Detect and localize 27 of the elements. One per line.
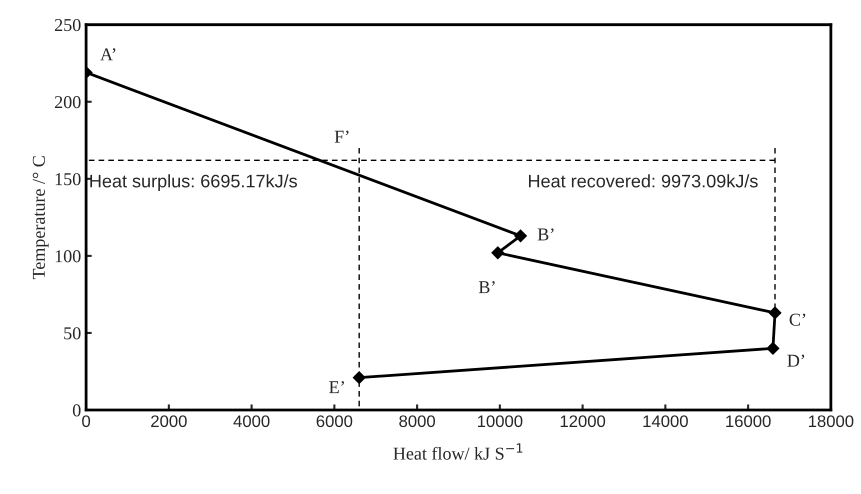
y-tick-label: 100 [56, 250, 81, 262]
x-tick-label: 12000 [560, 415, 606, 428]
annotation: Heat surplus: 6695.17kJ/s [90, 174, 297, 192]
x-tick-label: 10000 [478, 415, 522, 428]
y-tick-label: 150 [56, 173, 81, 186]
y-tick-label: 50 [64, 327, 81, 340]
y-tick-label: 0 [72, 404, 81, 416]
y-tick-label: 200 [54, 96, 81, 108]
x-tick-label: 4000 [233, 415, 270, 428]
annotation: C’ [790, 314, 806, 326]
x-tick-label: 0 [82, 415, 90, 428]
y-axis-title: Temperature /° C [32, 156, 49, 280]
annotation: B’ [478, 281, 495, 294]
annotation: Heat recovered: 9973.09kJ/s [528, 174, 758, 188]
x-tick-label: 6000 [316, 415, 352, 428]
annotation: B’ [538, 228, 554, 240]
x-tick-label: 16000 [726, 415, 771, 428]
y-tick-label: 250 [54, 18, 81, 32]
x-tick-label: 8000 [399, 415, 435, 428]
annotation: F’ [334, 130, 348, 143]
x-tick-label: 2000 [151, 415, 187, 428]
x-tick-label: 18000 [808, 415, 854, 428]
x-tick-label: 14000 [643, 415, 688, 428]
annotation: E’ [329, 381, 344, 394]
annotation: D’ [787, 354, 804, 367]
x-axis-title: Heat flow/ kJ S$^{−1}$ [393, 443, 522, 460]
annotation: A’ [100, 48, 116, 60]
